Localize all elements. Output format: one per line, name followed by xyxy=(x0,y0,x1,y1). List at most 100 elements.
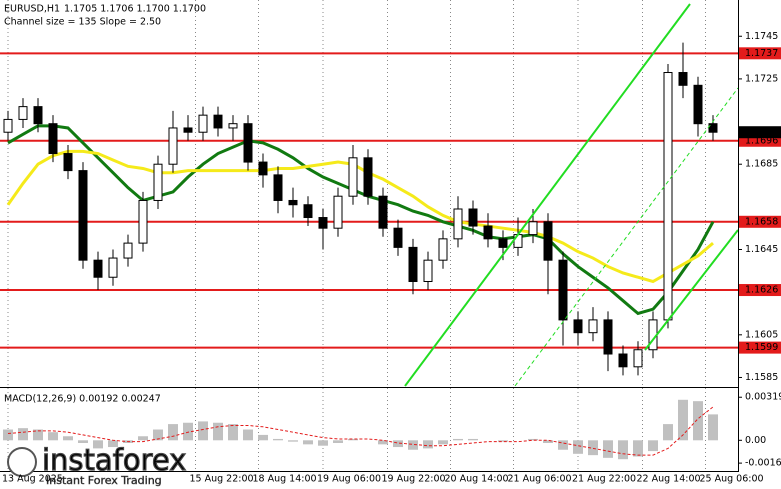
y-tick-label: 0.00 xyxy=(745,435,766,446)
y-tick-label: -0.00169 xyxy=(745,458,781,469)
candle-body xyxy=(453,208,463,240)
candle-body xyxy=(483,225,493,240)
y-tick-label: 1.1605 xyxy=(745,329,778,340)
macd-bar xyxy=(588,440,598,456)
candle-body xyxy=(528,221,538,236)
candle-body xyxy=(33,106,43,125)
macd-bar xyxy=(33,429,43,441)
macd-bar xyxy=(333,440,343,443)
candle-body xyxy=(303,204,313,219)
macd-bar xyxy=(78,440,88,443)
x-tick-label: 18 Aug 14:00 xyxy=(253,474,317,485)
macd-bar xyxy=(393,440,403,448)
channel-lower xyxy=(644,229,739,351)
macd-bar xyxy=(678,399,688,441)
macd-signal xyxy=(7,406,714,456)
candle-body xyxy=(633,349,643,368)
macd-bar xyxy=(543,440,553,443)
ohlc-header: 1.1705 1.1706 1.1700 1.1700 xyxy=(64,4,206,15)
macd-bar xyxy=(303,440,313,445)
subtitle: Channel size = 135 Slope = 2.50 xyxy=(4,17,161,28)
macd-bar xyxy=(48,432,58,441)
level-label: 1.1696 xyxy=(745,135,778,146)
candle-body xyxy=(258,161,268,176)
macd-bar xyxy=(348,438,358,441)
level-label: 1.1658 xyxy=(745,216,778,227)
candle-body xyxy=(693,84,703,125)
candle-body xyxy=(63,153,73,172)
candle-body xyxy=(93,259,103,278)
candle-body xyxy=(18,106,28,120)
candle-body xyxy=(408,246,418,283)
y-tick-label: 1.1645 xyxy=(745,244,778,255)
current-price-label: 1.1700 xyxy=(745,127,778,138)
macd-bar xyxy=(648,440,658,452)
y-tick-label: 0.00319 xyxy=(745,392,781,403)
macd-bar xyxy=(498,440,508,442)
macd-bar xyxy=(138,436,148,441)
macd-bar xyxy=(528,438,538,441)
macd-bar xyxy=(273,438,283,441)
macd-bar xyxy=(198,421,208,441)
candle-body xyxy=(48,123,58,155)
logo-icon xyxy=(7,447,37,477)
macd-bar xyxy=(573,440,583,454)
macd-bar xyxy=(408,440,418,450)
y-tick-label: 1.1685 xyxy=(745,159,778,170)
moving-average xyxy=(6,149,714,284)
x-tick-label: 22 Aug 14:00 xyxy=(637,474,701,485)
watermark-brand: instaforex xyxy=(42,443,186,477)
macd-bar xyxy=(63,436,73,441)
candle-body xyxy=(153,163,163,201)
y-tick-label: 1.1725 xyxy=(745,73,778,84)
candle-body xyxy=(663,72,673,321)
macd-bar xyxy=(558,440,568,450)
macd-bar xyxy=(243,429,253,441)
current-price-tag xyxy=(739,126,781,139)
macd-bar xyxy=(318,440,328,446)
macd-bar xyxy=(258,434,268,441)
x-tick-label: 15 Aug 22:00 xyxy=(190,474,254,485)
macd-bar xyxy=(453,438,463,441)
candle-body xyxy=(468,208,478,227)
macd-bar xyxy=(468,438,478,441)
x-tick-label: 19 Aug 06:00 xyxy=(317,474,381,485)
symbol: EURUSD,H1 xyxy=(4,4,60,15)
macd-bar xyxy=(18,428,28,441)
candle-body xyxy=(3,118,13,133)
channel-upper xyxy=(404,3,691,387)
candle-body xyxy=(573,319,583,334)
macd-title: MACD(12,26,9) 0.00192 0.00247 xyxy=(4,394,161,405)
candle-body xyxy=(243,123,253,163)
level-label: 1.1737 xyxy=(745,48,778,59)
channel-mid xyxy=(514,87,739,387)
candle-body xyxy=(513,234,523,248)
x-tick-label: 20 Aug 14:00 xyxy=(445,474,509,485)
macd-bar xyxy=(603,440,613,458)
macd-bar xyxy=(153,429,163,441)
macd-bar xyxy=(378,440,388,445)
candle-body xyxy=(228,123,238,129)
x-tick-label: 13 Aug 2025 xyxy=(2,474,63,485)
candle-body xyxy=(288,199,298,206)
candle-body xyxy=(603,319,613,355)
macd-bar xyxy=(108,440,118,448)
macd-bar xyxy=(3,429,13,441)
candle-body xyxy=(363,157,373,197)
level-tag xyxy=(739,341,781,354)
candle-body xyxy=(423,259,433,283)
candle-body xyxy=(708,123,718,133)
x-tick-label: 21 Aug 22:00 xyxy=(572,474,636,485)
macd-bar xyxy=(168,424,178,441)
macd-bar xyxy=(708,414,718,441)
macd-bar xyxy=(423,440,433,449)
y-tick-label: 1.1585 xyxy=(745,372,778,383)
macd-bar xyxy=(288,440,298,442)
candle-body xyxy=(273,174,283,201)
macd-bar xyxy=(633,440,643,457)
level-tag xyxy=(739,47,781,60)
candle-body xyxy=(678,72,688,86)
candle-body xyxy=(333,195,343,229)
